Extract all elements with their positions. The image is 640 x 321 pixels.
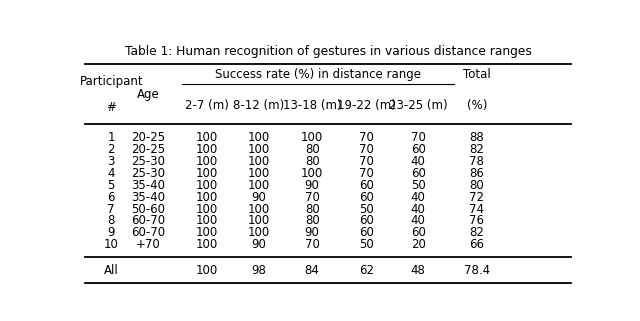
Text: Age: Age xyxy=(137,88,160,100)
Text: 86: 86 xyxy=(469,167,484,180)
Text: 100: 100 xyxy=(195,167,218,180)
Text: 90: 90 xyxy=(251,191,266,204)
Text: 60-70: 60-70 xyxy=(131,214,166,228)
Text: 100: 100 xyxy=(248,131,269,144)
Text: 20-25: 20-25 xyxy=(131,143,166,156)
Text: 60: 60 xyxy=(411,226,426,239)
Text: 100: 100 xyxy=(248,155,269,168)
Text: 70: 70 xyxy=(305,238,319,251)
Text: 2: 2 xyxy=(108,143,115,156)
Text: 90: 90 xyxy=(305,226,319,239)
Text: 25-30: 25-30 xyxy=(131,155,166,168)
Text: 60: 60 xyxy=(359,191,374,204)
Text: 100: 100 xyxy=(195,203,218,216)
Text: 1: 1 xyxy=(108,131,115,144)
Text: 25-30: 25-30 xyxy=(131,167,166,180)
Text: 60: 60 xyxy=(359,226,374,239)
Text: 100: 100 xyxy=(248,226,269,239)
Text: 80: 80 xyxy=(305,155,319,168)
Text: 23-25 (m): 23-25 (m) xyxy=(389,99,447,112)
Text: 10: 10 xyxy=(104,238,118,251)
Text: 100: 100 xyxy=(195,191,218,204)
Text: 35-40: 35-40 xyxy=(131,191,166,204)
Text: 50-60: 50-60 xyxy=(131,203,166,216)
Text: 70: 70 xyxy=(359,131,374,144)
Text: 2-7 (m): 2-7 (m) xyxy=(184,99,228,112)
Text: 40: 40 xyxy=(411,214,426,228)
Text: 7: 7 xyxy=(108,203,115,216)
Text: 80: 80 xyxy=(305,143,319,156)
Text: 66: 66 xyxy=(469,238,484,251)
Text: Participant: Participant xyxy=(79,75,143,88)
Text: 84: 84 xyxy=(305,264,319,277)
Text: 100: 100 xyxy=(248,214,269,228)
Text: 60: 60 xyxy=(411,143,426,156)
Text: Success rate (%) in distance range: Success rate (%) in distance range xyxy=(215,68,421,81)
Text: 6: 6 xyxy=(108,191,115,204)
Text: (%): (%) xyxy=(467,99,487,112)
Text: 100: 100 xyxy=(195,131,218,144)
Text: 50: 50 xyxy=(411,179,426,192)
Text: 78.4: 78.4 xyxy=(464,264,490,277)
Text: 40: 40 xyxy=(411,191,426,204)
Text: 20: 20 xyxy=(411,238,426,251)
Text: 100: 100 xyxy=(195,226,218,239)
Text: 100: 100 xyxy=(195,179,218,192)
Text: 80: 80 xyxy=(305,203,319,216)
Text: Total: Total xyxy=(463,68,491,81)
Text: 90: 90 xyxy=(305,179,319,192)
Text: 98: 98 xyxy=(251,264,266,277)
Text: 100: 100 xyxy=(195,143,218,156)
Text: 72: 72 xyxy=(469,191,484,204)
Text: 100: 100 xyxy=(301,131,323,144)
Text: 40: 40 xyxy=(411,203,426,216)
Text: 82: 82 xyxy=(469,143,484,156)
Text: 19-22 (m): 19-22 (m) xyxy=(337,99,396,112)
Text: 70: 70 xyxy=(359,155,374,168)
Text: 60-70: 60-70 xyxy=(131,226,166,239)
Text: 3: 3 xyxy=(108,155,115,168)
Text: 74: 74 xyxy=(469,203,484,216)
Text: 100: 100 xyxy=(195,214,218,228)
Text: 100: 100 xyxy=(248,143,269,156)
Text: 8: 8 xyxy=(108,214,115,228)
Text: #: # xyxy=(106,101,116,114)
Text: 100: 100 xyxy=(195,264,218,277)
Text: 70: 70 xyxy=(411,131,426,144)
Text: 9: 9 xyxy=(108,226,115,239)
Text: 100: 100 xyxy=(301,167,323,180)
Text: Table 1: Human recognition of gestures in various distance ranges: Table 1: Human recognition of gestures i… xyxy=(125,45,531,58)
Text: 100: 100 xyxy=(248,203,269,216)
Text: 50: 50 xyxy=(359,203,374,216)
Text: 100: 100 xyxy=(195,155,218,168)
Text: 60: 60 xyxy=(359,214,374,228)
Text: 70: 70 xyxy=(305,191,319,204)
Text: 20-25: 20-25 xyxy=(131,131,166,144)
Text: 78: 78 xyxy=(469,155,484,168)
Text: 70: 70 xyxy=(359,143,374,156)
Text: 100: 100 xyxy=(195,238,218,251)
Text: +70: +70 xyxy=(136,238,161,251)
Text: 100: 100 xyxy=(248,179,269,192)
Text: 50: 50 xyxy=(359,238,374,251)
Text: 90: 90 xyxy=(251,238,266,251)
Text: 80: 80 xyxy=(305,214,319,228)
Text: 62: 62 xyxy=(359,264,374,277)
Text: 8-12 (m): 8-12 (m) xyxy=(233,99,284,112)
Text: 40: 40 xyxy=(411,155,426,168)
Text: 100: 100 xyxy=(248,167,269,180)
Text: 60: 60 xyxy=(359,179,374,192)
Text: 13-18 (m): 13-18 (m) xyxy=(283,99,342,112)
Text: 60: 60 xyxy=(411,167,426,180)
Text: 88: 88 xyxy=(469,131,484,144)
Text: 76: 76 xyxy=(469,214,484,228)
Text: 35-40: 35-40 xyxy=(131,179,166,192)
Text: 70: 70 xyxy=(359,167,374,180)
Text: 4: 4 xyxy=(108,167,115,180)
Text: 82: 82 xyxy=(469,226,484,239)
Text: All: All xyxy=(104,264,118,277)
Text: 48: 48 xyxy=(411,264,426,277)
Text: 80: 80 xyxy=(469,179,484,192)
Text: 5: 5 xyxy=(108,179,115,192)
